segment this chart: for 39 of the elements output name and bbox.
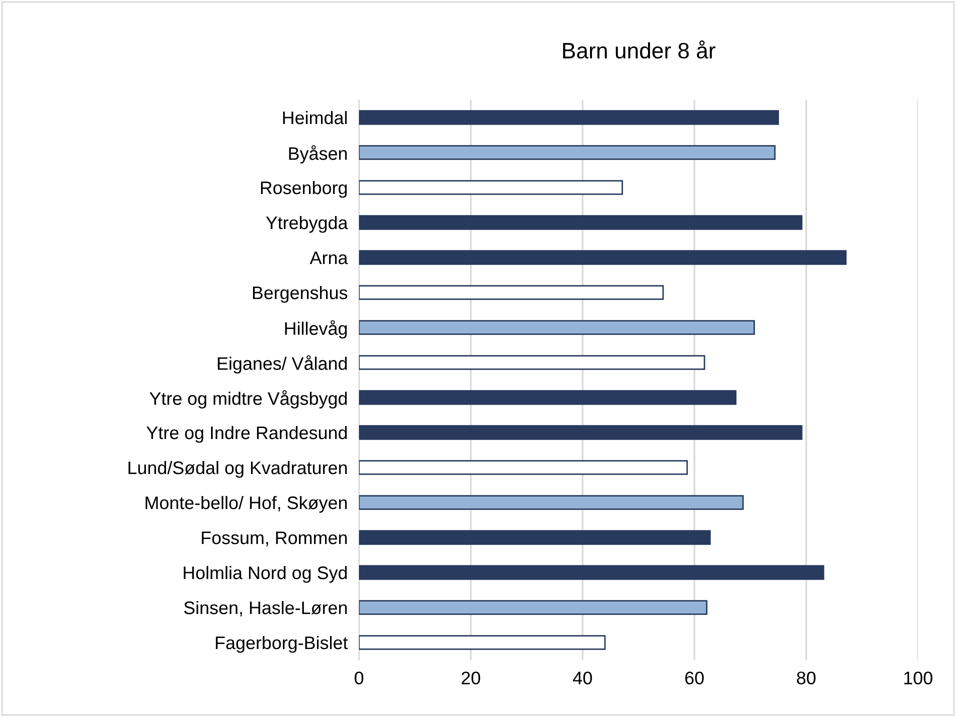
y-tick-label: Ytre og midtre Vågsbygd (150, 390, 347, 409)
y-tick-label: Lund/Sødal og Kvadraturen (128, 460, 347, 478)
y-tick-label: Fossum, Rommen (202, 532, 347, 546)
y-tick-label: Sinsen, Hasle-Løren (184, 600, 347, 616)
y-tick-label: Monte-bello/ Hof, Skøyen (146, 496, 347, 513)
y-tick-label: Byåsen (289, 145, 347, 164)
bar (359, 180, 623, 195)
y-tick-label: Rosenborg (261, 180, 347, 198)
x-tick-label: 100 (904, 672, 932, 684)
bar (359, 565, 824, 580)
bar (359, 285, 664, 300)
bar (359, 390, 736, 405)
bar (359, 250, 847, 265)
y-tick-label: Fagerborg-Bislet (216, 636, 348, 653)
y-tick-label: Arna (310, 252, 348, 264)
bar (359, 110, 779, 125)
bar (359, 425, 802, 440)
bar (359, 215, 802, 230)
y-tick-label: Holmlia Nord og Syd (184, 566, 347, 583)
y-tick-label: Bergenshus (253, 286, 348, 303)
y-tick-label: Heimdal (283, 110, 347, 124)
x-tick-label: 20 (462, 672, 480, 684)
bar (359, 320, 755, 335)
bar (359, 460, 688, 475)
bar (359, 145, 776, 160)
bar (359, 495, 744, 510)
y-tick-label: Hillevåg (285, 320, 347, 339)
y-tick-label: Ytre og Indre Randesund (146, 426, 347, 443)
y-tick-label: Eiganes/ Våland (218, 355, 347, 374)
bar (359, 530, 711, 545)
bar (359, 635, 606, 650)
x-tick-label: 40 (572, 672, 592, 684)
x-tick-label: 60 (685, 672, 704, 684)
bar (359, 355, 706, 370)
chart-title: Barn under 8 år (563, 40, 716, 59)
y-tick-label: Ytrebygda (266, 216, 348, 233)
x-tick-label: 0 (354, 672, 364, 684)
bar (359, 600, 708, 615)
x-tick-label: 80 (796, 672, 816, 684)
